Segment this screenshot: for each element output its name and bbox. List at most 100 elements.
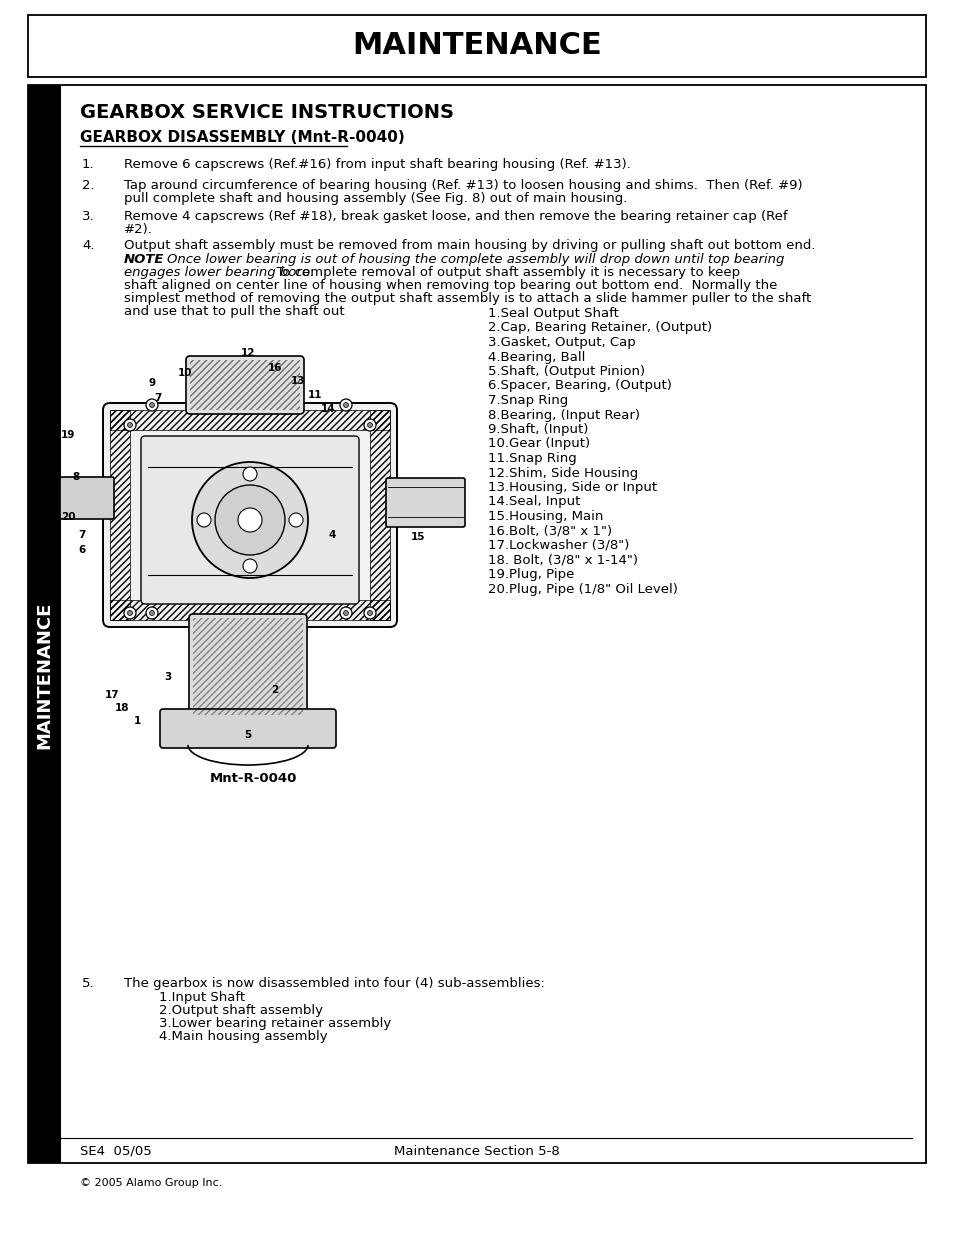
Text: 7.Snap Ring: 7.Snap Ring <box>488 394 568 408</box>
Circle shape <box>367 422 372 427</box>
Text: SE4  05/05: SE4 05/05 <box>80 1145 152 1158</box>
Text: To complete removal of output shaft assembly it is necessary to keep: To complete removal of output shaft asse… <box>268 266 740 279</box>
Text: 3.: 3. <box>82 210 94 224</box>
Bar <box>193 618 303 715</box>
Text: Mnt-R-0040: Mnt-R-0040 <box>209 772 296 785</box>
Text: 3.Lower bearing retainer assembly: 3.Lower bearing retainer assembly <box>159 1016 391 1030</box>
Text: 7: 7 <box>78 530 86 540</box>
Text: GEARBOX DISASSEMBLY (Mnt-R-0040): GEARBOX DISASSEMBLY (Mnt-R-0040) <box>80 131 404 146</box>
Text: 14.Seal, Input: 14.Seal, Input <box>488 495 579 509</box>
Circle shape <box>243 467 256 480</box>
Text: 3: 3 <box>164 672 172 682</box>
Circle shape <box>339 399 352 411</box>
Text: 2.Cap, Bearing Retainer, (Output): 2.Cap, Bearing Retainer, (Output) <box>488 321 711 335</box>
Text: 4.: 4. <box>82 240 94 252</box>
Text: 1.Input Shaft: 1.Input Shaft <box>159 990 245 1004</box>
FancyBboxPatch shape <box>160 709 335 748</box>
Text: 12.Shim, Side Housing: 12.Shim, Side Housing <box>488 467 638 479</box>
Text: 12: 12 <box>240 348 255 358</box>
Circle shape <box>146 606 158 619</box>
Text: 15: 15 <box>411 532 425 542</box>
Text: engages lower bearing bore.: engages lower bearing bore. <box>124 266 314 279</box>
Text: #2).: #2). <box>124 224 152 236</box>
Text: The gearbox is now disassembled into four (4) sub-assemblies:: The gearbox is now disassembled into fou… <box>124 977 544 990</box>
Text: 17: 17 <box>105 690 119 700</box>
Text: Tap around circumference of bearing housing (Ref. #13) to loosen housing and shi: Tap around circumference of bearing hous… <box>124 179 801 191</box>
Bar <box>190 359 299 410</box>
Text: 11: 11 <box>308 390 322 400</box>
Text: Remove 6 capscrews (Ref.#16) from input shaft bearing housing (Ref. #13).: Remove 6 capscrews (Ref.#16) from input … <box>124 158 630 170</box>
Text: :  Once lower bearing is out of housing the complete assembly will drop down unt: : Once lower bearing is out of housing t… <box>153 253 783 266</box>
Text: Maintenance Section 5-8: Maintenance Section 5-8 <box>394 1145 559 1158</box>
Text: 18. Bolt, (3/8" x 1-14"): 18. Bolt, (3/8" x 1-14") <box>488 553 638 567</box>
Text: 4.Main housing assembly: 4.Main housing assembly <box>159 1030 327 1044</box>
Text: 9.Shaft, (Input): 9.Shaft, (Input) <box>488 424 588 436</box>
Bar <box>28 85 61 1163</box>
Text: and use that to pull the shaft out: and use that to pull the shaft out <box>124 305 344 317</box>
Text: 1: 1 <box>133 716 140 726</box>
Circle shape <box>364 419 375 431</box>
Circle shape <box>343 403 348 408</box>
Text: 1.Seal Output Shaft: 1.Seal Output Shaft <box>488 308 618 320</box>
Text: simplest method of removing the output shaft assembly is to attach a slide hamme: simplest method of removing the output s… <box>124 291 810 305</box>
FancyBboxPatch shape <box>141 436 358 604</box>
Text: 8: 8 <box>72 472 79 482</box>
Circle shape <box>146 399 158 411</box>
Text: 2.Output shaft assembly: 2.Output shaft assembly <box>159 1004 323 1016</box>
Text: © 2005 Alamo Group Inc.: © 2005 Alamo Group Inc. <box>80 1178 222 1188</box>
Text: 15.Housing, Main: 15.Housing, Main <box>488 510 602 522</box>
Text: 1.: 1. <box>82 158 94 170</box>
Bar <box>110 410 390 430</box>
Text: 5.: 5. <box>82 977 94 990</box>
Bar <box>370 410 390 620</box>
Text: 18: 18 <box>114 703 129 713</box>
Text: NOTE: NOTE <box>124 253 164 266</box>
Text: MAINTENANCE: MAINTENANCE <box>35 601 53 748</box>
Text: 3.Gasket, Output, Cap: 3.Gasket, Output, Cap <box>488 336 635 350</box>
Text: 20.Plug, Pipe (1/8" Oil Level): 20.Plug, Pipe (1/8" Oil Level) <box>488 583 678 595</box>
Text: 16.Bolt, (3/8" x 1"): 16.Bolt, (3/8" x 1") <box>488 525 612 537</box>
Text: 9: 9 <box>149 378 155 388</box>
Text: 4.Bearing, Ball: 4.Bearing, Ball <box>488 351 585 363</box>
Circle shape <box>243 559 256 573</box>
Text: 14: 14 <box>320 404 335 414</box>
Text: 10: 10 <box>177 368 193 378</box>
Text: 5.Shaft, (Output Pinion): 5.Shaft, (Output Pinion) <box>488 366 644 378</box>
Circle shape <box>150 610 154 615</box>
FancyBboxPatch shape <box>186 356 304 414</box>
Text: 19: 19 <box>61 430 75 440</box>
Text: 16: 16 <box>268 363 282 373</box>
FancyBboxPatch shape <box>60 477 113 519</box>
Circle shape <box>364 606 375 619</box>
Text: 7: 7 <box>154 393 161 403</box>
Text: 6: 6 <box>78 545 86 555</box>
Text: GEARBOX SERVICE INSTRUCTIONS: GEARBOX SERVICE INSTRUCTIONS <box>80 104 454 122</box>
Bar <box>110 600 390 620</box>
Circle shape <box>289 513 303 527</box>
Circle shape <box>237 508 262 532</box>
Text: 19.Plug, Pipe: 19.Plug, Pipe <box>488 568 574 580</box>
Text: 13: 13 <box>291 375 305 387</box>
Bar <box>110 410 130 620</box>
Circle shape <box>367 610 372 615</box>
Circle shape <box>124 419 136 431</box>
Circle shape <box>128 422 132 427</box>
Text: shaft aligned on center line of housing when removing top bearing out bottom end: shaft aligned on center line of housing … <box>124 279 777 291</box>
Text: 11.Snap Ring: 11.Snap Ring <box>488 452 577 466</box>
Text: 5: 5 <box>244 730 252 740</box>
Text: 4: 4 <box>328 530 335 540</box>
Bar <box>28 15 925 77</box>
Text: 20: 20 <box>61 513 75 522</box>
Text: 10.Gear (Input): 10.Gear (Input) <box>488 437 590 451</box>
Circle shape <box>128 610 132 615</box>
Text: pull complete shaft and housing assembly (See Fig. 8) out of main housing.: pull complete shaft and housing assembly… <box>124 191 627 205</box>
Circle shape <box>339 606 352 619</box>
Bar <box>28 85 925 1163</box>
Text: 17.Lockwasher (3/8"): 17.Lockwasher (3/8") <box>488 538 629 552</box>
Text: 2: 2 <box>271 685 278 695</box>
Text: 6.Spacer, Bearing, (Output): 6.Spacer, Bearing, (Output) <box>488 379 671 393</box>
FancyBboxPatch shape <box>189 614 307 719</box>
Text: MAINTENANCE: MAINTENANCE <box>352 32 601 61</box>
FancyBboxPatch shape <box>386 478 464 527</box>
Circle shape <box>150 403 154 408</box>
